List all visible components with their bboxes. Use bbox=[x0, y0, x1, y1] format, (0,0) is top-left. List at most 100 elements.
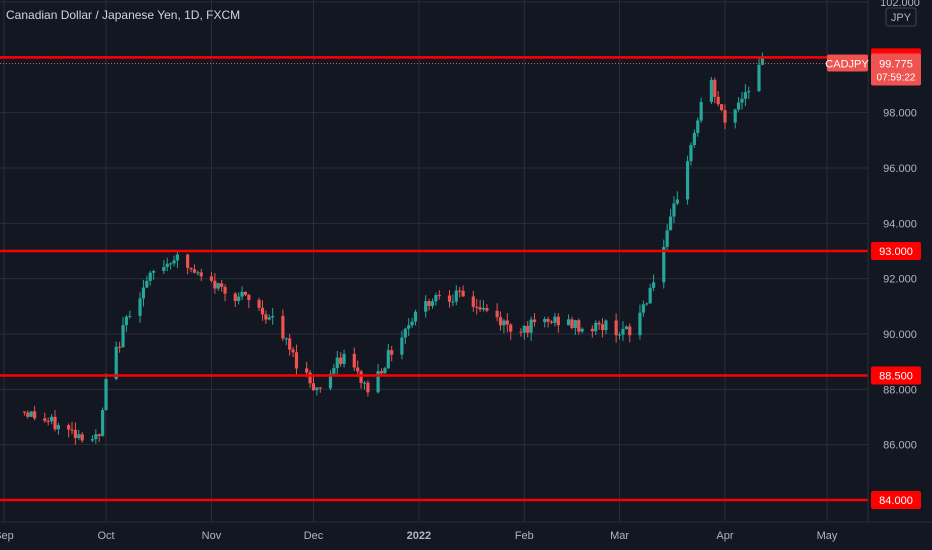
candle-body bbox=[46, 420, 50, 422]
symbol-label: CADJPY bbox=[825, 59, 869, 71]
candle-body bbox=[689, 145, 693, 162]
candle-body bbox=[247, 294, 251, 300]
candle-body bbox=[311, 383, 316, 391]
candle-body bbox=[169, 263, 173, 265]
candle-body bbox=[454, 290, 458, 302]
candle-body bbox=[522, 325, 526, 333]
candle-body bbox=[573, 320, 577, 328]
candle-body bbox=[271, 315, 275, 318]
level-label-bg bbox=[871, 242, 921, 260]
candle-body bbox=[318, 387, 322, 389]
candle-body bbox=[675, 199, 679, 204]
candle-body bbox=[699, 101, 703, 121]
candle-body bbox=[713, 79, 717, 97]
chart-title: Canadian Dollar / Japanese Yen, 1D, FXCM bbox=[6, 8, 241, 22]
level-labels: 100.00093.00088.50084.00099.77507:59:22C… bbox=[825, 48, 921, 509]
candle-body bbox=[723, 110, 727, 123]
candle-body bbox=[621, 329, 625, 335]
candle-body bbox=[498, 317, 503, 326]
y-tick-label: 86.000 bbox=[883, 440, 917, 452]
candle-body bbox=[342, 353, 346, 364]
candle-body bbox=[543, 318, 547, 323]
candle-body bbox=[672, 203, 676, 217]
candle-body bbox=[566, 319, 571, 326]
candle-body bbox=[199, 272, 203, 277]
level-label-bg bbox=[871, 366, 921, 385]
candle-body bbox=[43, 418, 47, 421]
candle-body bbox=[118, 346, 122, 348]
candle-body bbox=[383, 368, 387, 374]
candle-body bbox=[196, 272, 200, 274]
candle-body bbox=[386, 350, 390, 369]
currency-badge[interactable]: JPY bbox=[885, 7, 917, 27]
candle-body bbox=[152, 271, 156, 273]
time-axis[interactable]: Sep Oct Nov Dec 2022 Feb Mar Apr May bbox=[0, 530, 838, 542]
y-tick-label: 88.000 bbox=[883, 384, 917, 396]
candle-body bbox=[209, 276, 214, 281]
candle-body bbox=[328, 373, 333, 389]
candle-body bbox=[716, 96, 720, 105]
candle-body bbox=[696, 120, 700, 133]
candle-body bbox=[733, 109, 737, 123]
candle-body bbox=[685, 161, 690, 200]
candle-body bbox=[509, 324, 513, 332]
candle-body bbox=[614, 320, 618, 336]
candle-body bbox=[80, 434, 84, 441]
candle-body bbox=[736, 102, 741, 110]
candle-body bbox=[427, 301, 431, 306]
candle-body bbox=[519, 331, 523, 333]
candle-body bbox=[475, 306, 479, 308]
grid-lines bbox=[0, 0, 868, 522]
candle-body bbox=[101, 410, 105, 437]
candle-body bbox=[709, 79, 713, 102]
candle-body bbox=[410, 321, 414, 326]
x-tick-label: Sep bbox=[0, 530, 14, 542]
candle-body bbox=[94, 434, 98, 440]
candle-body bbox=[451, 301, 455, 303]
currency-label: JPY bbox=[891, 12, 912, 24]
countdown-timer: 07:59:22 bbox=[877, 73, 916, 84]
candle-body bbox=[628, 326, 632, 336]
candle-body bbox=[145, 280, 149, 288]
candle-body bbox=[308, 372, 312, 384]
candle-body bbox=[366, 382, 370, 393]
candles bbox=[22, 52, 764, 445]
x-tick-label: 2022 bbox=[407, 530, 431, 542]
candle-body bbox=[485, 307, 489, 311]
candle-body bbox=[437, 295, 441, 297]
candle-body bbox=[192, 269, 197, 273]
candle-body bbox=[121, 325, 125, 348]
candle-body bbox=[719, 104, 724, 111]
candle-body bbox=[284, 338, 288, 340]
candle-body bbox=[172, 260, 176, 264]
candle-body bbox=[288, 338, 292, 350]
last-price-value: 99.775 bbox=[879, 59, 913, 71]
candle-body bbox=[141, 287, 146, 299]
candle-body bbox=[662, 246, 666, 283]
candle-body bbox=[458, 290, 462, 292]
candle-body bbox=[104, 379, 108, 411]
candle-body bbox=[461, 290, 465, 297]
candle-body bbox=[665, 230, 669, 247]
candle-body bbox=[743, 92, 747, 99]
price-axis[interactable]: 102.000 98.000 96.000 94.000 92.000 90.000 88.… bbox=[880, 0, 920, 452]
candle-body bbox=[26, 412, 30, 417]
level-label: 93.000 bbox=[879, 246, 913, 258]
y-tick-label: 90.000 bbox=[883, 329, 917, 341]
candle-body bbox=[600, 324, 605, 331]
candle-body bbox=[757, 64, 761, 92]
x-tick-label: Feb bbox=[515, 530, 534, 542]
candle-body bbox=[189, 267, 193, 270]
candle-body bbox=[434, 295, 438, 302]
candle-body bbox=[223, 286, 227, 294]
candle-body bbox=[220, 283, 224, 287]
candle-body bbox=[264, 314, 268, 320]
candle-body bbox=[162, 267, 166, 272]
level-label: 88.500 bbox=[879, 371, 913, 383]
x-tick-label: Nov bbox=[202, 530, 222, 542]
candle-body bbox=[243, 291, 248, 295]
candle-body bbox=[580, 328, 584, 332]
candle-body bbox=[50, 416, 54, 422]
candle-body bbox=[648, 287, 652, 304]
